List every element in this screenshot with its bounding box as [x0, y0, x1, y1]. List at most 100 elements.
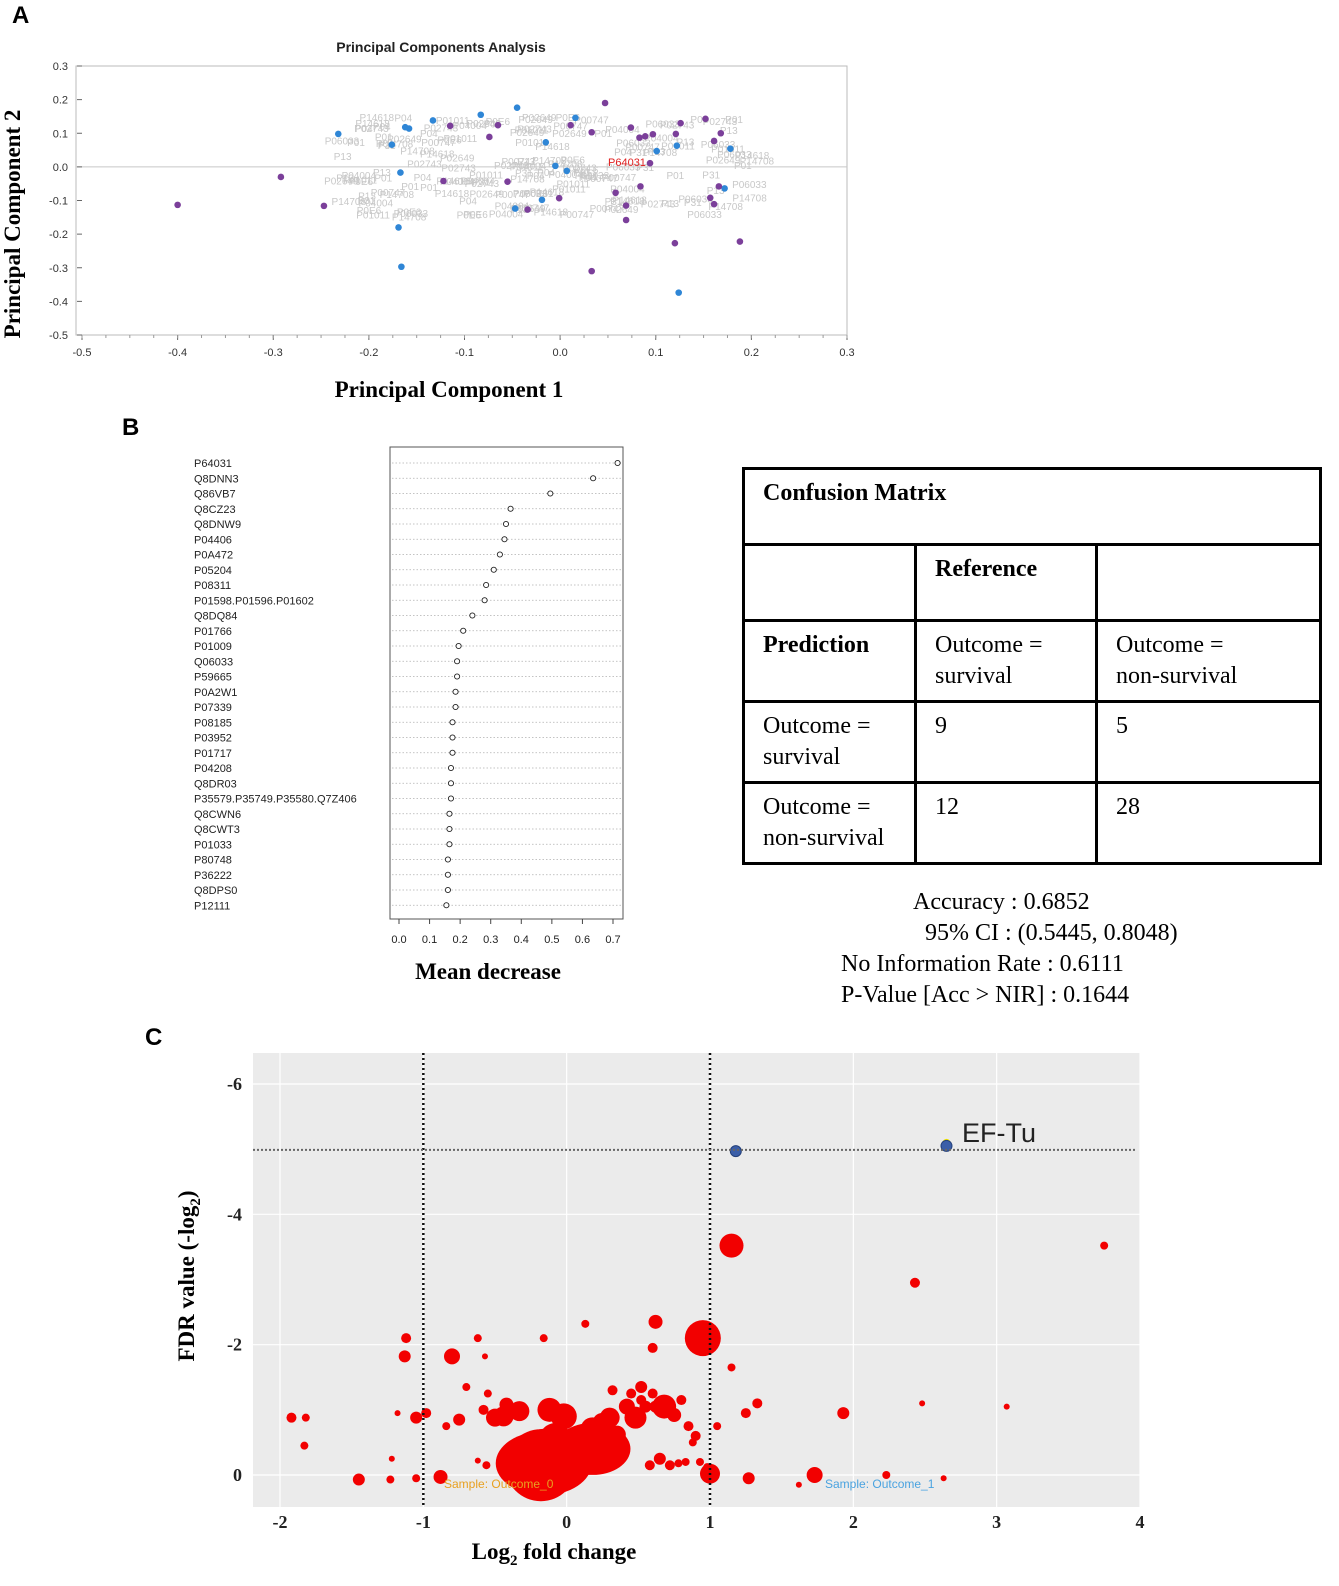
volcano-sample1-label: Sample: Outcome_1	[825, 1477, 935, 1491]
importance-point	[501, 536, 508, 543]
volcano-point	[695, 1457, 704, 1466]
pca-background-label: P02649	[387, 135, 422, 146]
pca-background-label: P00747	[501, 157, 536, 168]
pca-background-label: P01011	[356, 211, 390, 222]
cm-reference-header: Reference	[914, 543, 1098, 622]
pca-x-tick-label: -0.3	[264, 347, 283, 359]
pca-point-group2	[612, 189, 619, 197]
importance-point	[447, 764, 455, 772]
pca-point-group2	[710, 200, 718, 208]
pca-point-group2	[672, 130, 680, 138]
pca-background-label: P06033	[513, 189, 548, 200]
volcano-point	[664, 1460, 675, 1471]
pca-background-label: P14708	[548, 159, 583, 170]
volcano-point	[599, 1407, 620, 1428]
importance-tick-label: 0.2	[452, 934, 467, 946]
importance-label: P04406	[194, 534, 232, 546]
pca-background-label: P14708	[332, 197, 367, 208]
volcano-point	[483, 1389, 492, 1398]
volcano-point	[676, 1395, 687, 1406]
pca-background-label: P31	[378, 141, 396, 152]
pca-background-label: P04	[420, 129, 438, 140]
pca-x-tick-label: 0.1	[648, 347, 663, 359]
volcano-point	[626, 1388, 637, 1399]
pca-background-label: P00747	[590, 204, 625, 215]
pca-background-label: P0E6	[574, 165, 599, 176]
pca-background-label: P14618	[535, 142, 570, 153]
pca-point-group2	[646, 159, 654, 167]
pca-background-label: P01011	[510, 163, 544, 174]
pca-x-tick-label: -0.4	[168, 347, 187, 359]
volcano-point	[301, 1413, 310, 1422]
pca-point-group2	[710, 137, 718, 145]
pca-background-label: P31	[630, 148, 648, 159]
pca-background-label: P06033	[701, 140, 736, 151]
importance-label: Q8CZ23	[194, 504, 236, 516]
volcano-point	[539, 1334, 548, 1343]
pca-background-label: P04004	[644, 134, 679, 145]
pca-background-label: P02743	[641, 199, 676, 210]
pca-x-axis-label: Principal Component 1	[335, 377, 564, 402]
pca-y-axis-label: Principal Component 2	[0, 110, 25, 339]
pca-point-group1	[477, 111, 485, 119]
pca-background-label: P31	[684, 198, 702, 209]
pca-background-labels: P14708P00747P04004P04P06033P01011P02649P…	[324, 113, 774, 224]
volcano-point	[444, 1348, 460, 1365]
volcano-point	[713, 1422, 722, 1431]
pca-background-label: P02743	[407, 159, 442, 170]
volcano-point	[473, 1334, 482, 1343]
pca-x-tick-label: -0.2	[359, 347, 378, 359]
pca-point-group2	[446, 122, 454, 130]
importance-label: P0A2W1	[194, 687, 237, 699]
importance-point	[490, 566, 497, 573]
pca-background-label: P14708	[392, 213, 427, 224]
pca-point-group1	[653, 147, 661, 155]
cm-col-header-non-survival: Outcome = non-survival	[1095, 619, 1322, 703]
importance-label: P07339	[194, 702, 232, 714]
volcano-sample0-label: Sample: Outcome_0	[444, 1477, 554, 1491]
importance-label: Q8DPS0	[194, 885, 237, 897]
pca-background-label: P14618	[435, 189, 470, 200]
pca-point-group1	[395, 224, 402, 231]
importance-label: P01033	[194, 839, 232, 851]
volcano-point	[940, 1475, 947, 1482]
volcano-point	[433, 1469, 448, 1484]
pca-point-group1	[673, 142, 681, 149]
pca-point-group2	[677, 119, 684, 127]
cm-empty-cell	[742, 543, 917, 622]
volcano-point	[674, 1459, 683, 1468]
importance-label: P59665	[194, 672, 232, 684]
importance-label: P01598.P01596.P01602	[194, 595, 314, 607]
importance-label: P01766	[194, 626, 232, 638]
pca-background-label: P31	[515, 168, 533, 179]
pca-background-label: P31	[702, 171, 720, 182]
panel-label-b: B	[122, 414, 140, 441]
pca-background-label: P06033	[732, 180, 767, 191]
pca-point-group2	[174, 201, 181, 209]
pca-background-label: P06033	[575, 171, 610, 182]
importance-point	[496, 551, 503, 558]
importance-point	[547, 490, 554, 497]
pca-background-label: P02743	[354, 124, 389, 135]
pca-y-tick-label: -0.4	[49, 296, 68, 308]
pca-background-label: P01	[347, 138, 365, 149]
pca-background-label: P04004	[610, 184, 645, 195]
volcano-point	[727, 1363, 736, 1372]
pca-background-label: P0E6	[397, 208, 422, 219]
pca-background-label: P00747	[625, 142, 660, 153]
volcano-point	[482, 1461, 491, 1470]
cm-row-header-survival: Outcome = survival	[742, 700, 917, 784]
pca-background-label: P04	[484, 120, 502, 131]
pca-background-label: P02649	[518, 115, 553, 126]
volcano-y-tick-label: -6	[227, 1074, 242, 1094]
pca-point-group1	[511, 205, 519, 212]
importance-label: P80748	[194, 855, 232, 867]
pca-background-label: P06033	[394, 209, 429, 220]
cm-cell-survival-non-survival: 5	[1095, 700, 1322, 784]
panel-label-c: C	[145, 1024, 163, 1051]
pca-point-group2	[622, 216, 630, 224]
pca-background-label: P04004	[495, 202, 530, 213]
volcano-point	[421, 1408, 432, 1419]
importance-label: P12111	[194, 900, 230, 912]
pca-background-label: P01	[690, 115, 708, 126]
